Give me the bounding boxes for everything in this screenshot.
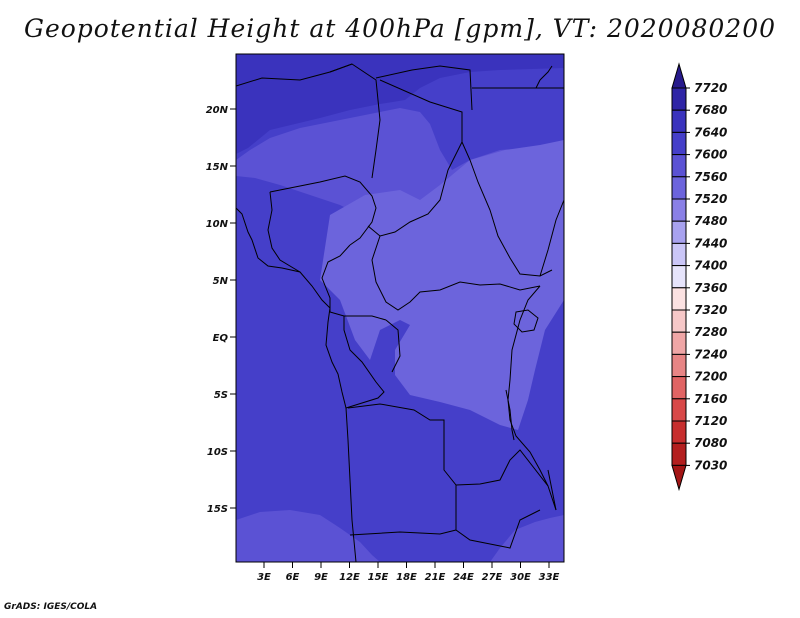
chart-title: Geopotential Height at 400hPa [gpm], VT:… <box>23 14 777 43</box>
map-frame <box>235 53 565 563</box>
colorbar-swatch <box>671 376 687 400</box>
border-zambia <box>455 449 557 511</box>
colorbar-top-arrow <box>671 62 687 89</box>
lat-tick-label: 5N <box>213 276 229 287</box>
colorbar-label: 7400 <box>694 259 727 273</box>
lon-axis: 3E 6E 9E 12E 15E 18E 21E 24E 27E 30E 33E <box>257 562 560 583</box>
border-car <box>371 235 541 311</box>
colorbar-swatch <box>671 398 687 422</box>
lon-tick-label: 3E <box>257 572 271 583</box>
region-northwest-high <box>236 54 564 154</box>
border-sudan <box>461 87 564 277</box>
border-cameroon <box>321 244 387 321</box>
border-namibia <box>349 529 457 536</box>
lon-tick-label: 24E <box>453 572 474 583</box>
colorbar-label: 7030 <box>694 458 727 472</box>
contour-fill <box>236 54 564 562</box>
lon-tick-label: 18E <box>396 572 417 583</box>
lat-tick-label: 10S <box>207 447 228 458</box>
border-nigeria <box>267 175 377 273</box>
lon-tick-label: 9E <box>314 572 328 583</box>
lat-tick-label: 10N <box>206 219 229 230</box>
country-borders <box>236 63 564 562</box>
colorbar-swatch <box>671 442 687 466</box>
colorbar-swatch <box>671 353 687 378</box>
border-congo <box>343 316 401 409</box>
border-ethiopia <box>539 199 564 277</box>
lat-tick-label: 20N <box>206 105 229 116</box>
lat-tick-label: 15S <box>207 504 228 515</box>
colorbar-label: 7440 <box>694 236 727 250</box>
colorbar-label: 7600 <box>694 148 727 162</box>
colorbar-label: 7320 <box>694 303 727 317</box>
colorbar-swatch <box>671 265 687 289</box>
lon-tick-label: 27E <box>482 572 503 583</box>
colorbar-swatch <box>671 309 687 333</box>
lake-tanganyika <box>505 389 515 441</box>
lon-tick-label: 21E <box>425 572 446 583</box>
lake-malawi <box>547 469 557 511</box>
colorbar-swatch <box>671 131 687 156</box>
lat-tick-label: EQ <box>213 333 229 344</box>
colorbar-label: 7520 <box>694 192 727 206</box>
colorbar-label: 7200 <box>694 370 727 384</box>
colorbar-swatch <box>671 420 687 444</box>
colorbar-label: 7160 <box>694 392 727 406</box>
lon-tick-label: 15E <box>368 572 389 583</box>
colorbar-label: 7120 <box>694 414 727 428</box>
colorbar-label: 7280 <box>694 325 727 339</box>
colorbar-swatch <box>671 198 687 222</box>
colorbar-label: 7480 <box>694 214 727 228</box>
colorbar-label: 7240 <box>694 347 727 361</box>
lon-tick-label: 30E <box>510 572 531 583</box>
credit-text: GrADS: IGES/COLA <box>4 602 98 612</box>
colorbar-swatch <box>671 287 687 311</box>
colorbar-label: 7080 <box>694 436 727 450</box>
lake-victoria <box>513 309 539 333</box>
lat-tick-label: 15N <box>206 162 229 173</box>
colorbar-swatch <box>671 176 687 200</box>
lon-tick-label: 12E <box>339 572 360 583</box>
lat-axis: 20N 15N 10N 5N EQ 5S 10S 15S <box>206 105 236 515</box>
region-central-africa-low <box>320 140 564 430</box>
border-libya <box>329 63 473 111</box>
colorbar-label: 7640 <box>694 125 727 139</box>
colorbar-swatch <box>671 109 687 133</box>
border-angola <box>347 403 541 549</box>
coast-east <box>535 65 553 89</box>
lon-tick-label: 6E <box>286 572 300 583</box>
colorbar-swatch <box>671 331 687 355</box>
border-chad <box>367 79 463 237</box>
colorbar-swatch <box>671 154 687 178</box>
lat-tick-label: 5S <box>214 390 228 401</box>
colorbar-bottom-arrow <box>671 464 687 492</box>
colorbar-label: 7360 <box>694 281 727 295</box>
colorbar-swatch <box>671 87 687 111</box>
colorbar-label: 7560 <box>694 170 727 184</box>
region-southwest-corner <box>236 510 380 562</box>
lon-tick-label: 33E <box>539 572 560 583</box>
colorbar-swatch <box>671 242 687 267</box>
colorbar-label: 7680 <box>694 103 727 117</box>
colorbar-label: 7720 <box>694 81 727 95</box>
region-southeast-corner <box>490 515 564 562</box>
colorbar: 7720 7680 7640 7600 7560 7520 7480 7440 7400 7360… <box>671 62 727 492</box>
colorbar-swatch <box>671 220 687 244</box>
